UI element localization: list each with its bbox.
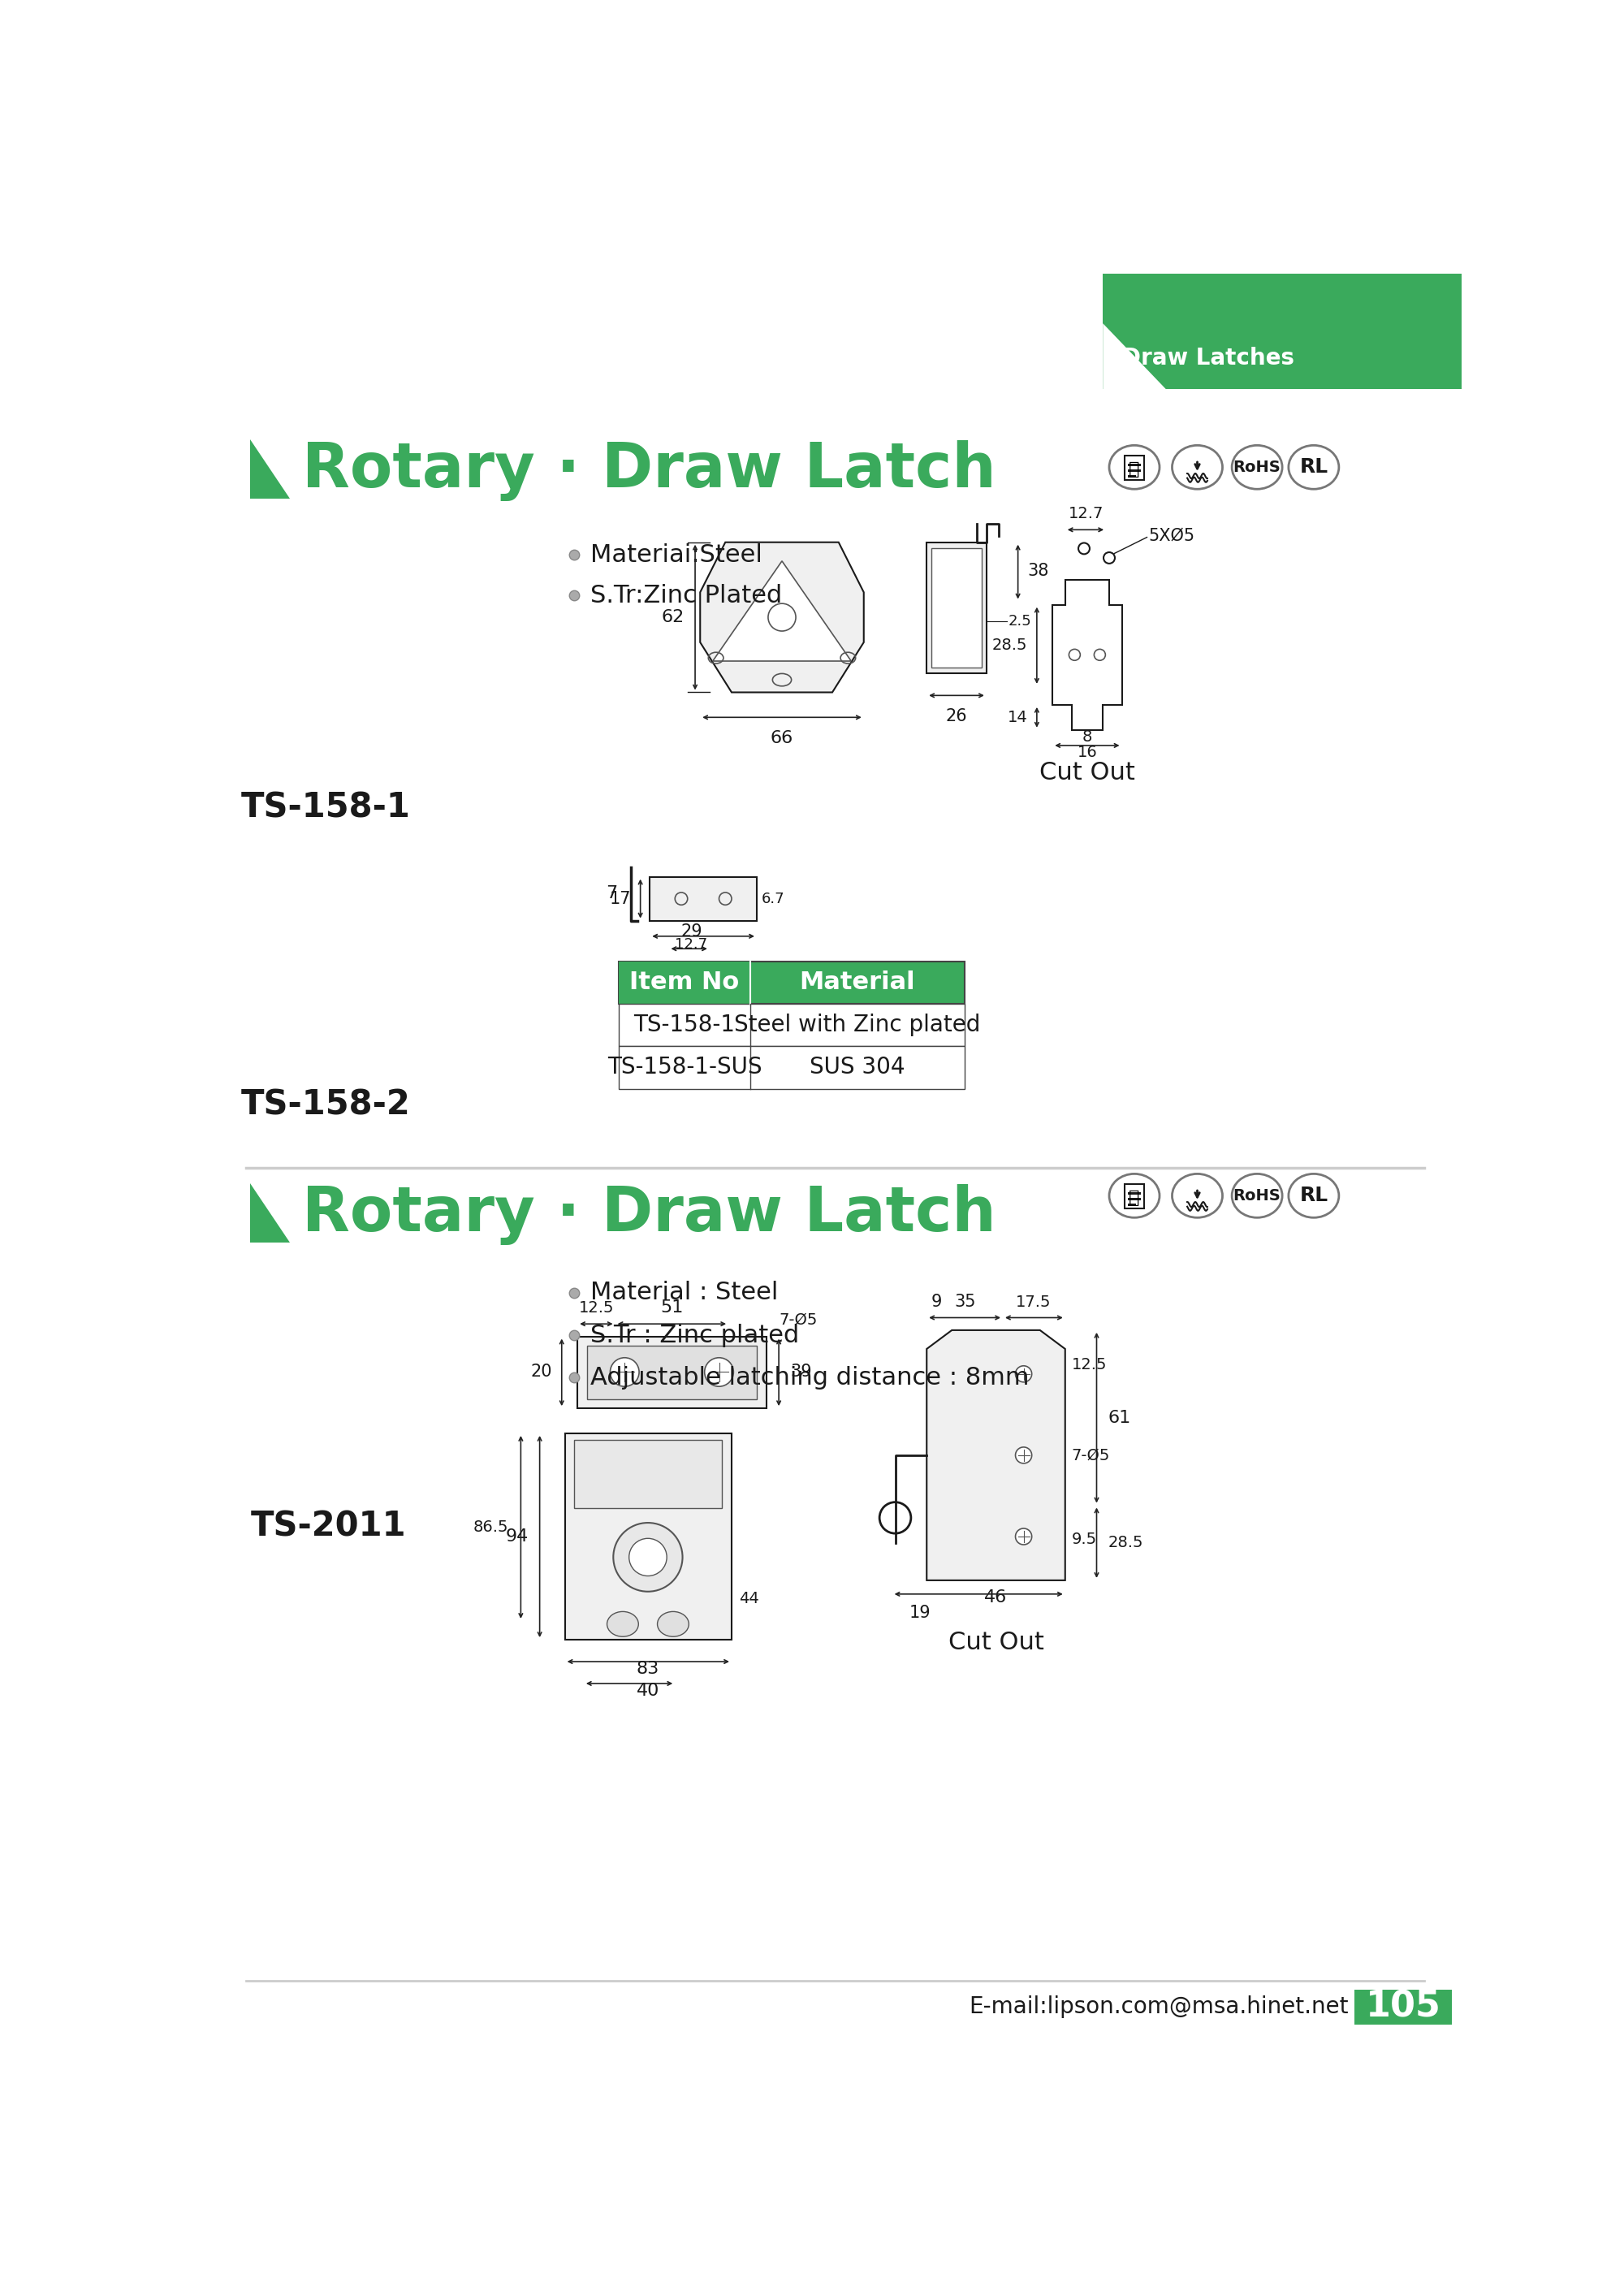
Text: TS-158-2: TS-158-2 (240, 1087, 411, 1121)
Text: TS-158-1: TS-158-1 (240, 790, 411, 825)
Text: Steel with Zinc plated: Steel with Zinc plated (734, 1014, 981, 1036)
Text: TS-158-1-SUS: TS-158-1-SUS (607, 1057, 762, 1080)
Circle shape (705, 1358, 734, 1387)
Polygon shape (700, 542, 864, 693)
Text: 2.5: 2.5 (1009, 613, 1031, 629)
Text: 94: 94 (505, 1529, 528, 1544)
Text: 29: 29 (680, 923, 703, 939)
Text: 46: 46 (984, 1590, 1007, 1606)
Text: 7-Ø5: 7-Ø5 (1072, 1447, 1109, 1462)
Text: 14: 14 (1007, 711, 1028, 724)
Text: Rotary · Draw Latch: Rotary · Draw Latch (302, 440, 997, 501)
Text: 19: 19 (909, 1604, 931, 1622)
Bar (565, 1433, 731, 1640)
Circle shape (614, 1522, 682, 1592)
Bar (619, 1005, 965, 1046)
Circle shape (768, 604, 796, 631)
Text: 28.5: 28.5 (992, 638, 1028, 654)
Polygon shape (927, 1330, 1065, 1581)
Polygon shape (250, 1182, 289, 1242)
Bar (932, 549, 981, 667)
Text: 📄: 📄 (1129, 462, 1140, 478)
Text: 51: 51 (661, 1301, 684, 1317)
Text: 26: 26 (945, 708, 966, 724)
Text: Materiai:Steel: Materiai:Steel (590, 542, 762, 567)
Bar (619, 961, 750, 1005)
Text: 40: 40 (637, 1683, 659, 1699)
Text: 61: 61 (1108, 1410, 1130, 1426)
Bar (650, 877, 757, 920)
Bar (927, 542, 986, 674)
Bar (1124, 456, 1145, 481)
Polygon shape (713, 560, 851, 661)
Text: E-mail:lipson.com@msa.hinet.net: E-mail:lipson.com@msa.hinet.net (968, 1996, 1348, 2018)
Bar (578, 1337, 767, 1408)
Ellipse shape (658, 1611, 689, 1636)
Text: 35: 35 (955, 1294, 976, 1310)
Text: TS-158-1: TS-158-1 (633, 1014, 736, 1036)
Text: 105: 105 (1366, 1989, 1440, 2025)
Text: RoHS: RoHS (1233, 1189, 1281, 1203)
Bar (619, 961, 965, 1005)
Bar (1354, 1991, 1452, 2025)
Text: Draw Latches: Draw Latches (1122, 346, 1294, 369)
Text: 62: 62 (661, 608, 684, 626)
Circle shape (1015, 1529, 1031, 1544)
Text: 17: 17 (609, 891, 630, 907)
Text: 8: 8 (1082, 729, 1093, 745)
Circle shape (611, 1358, 640, 1387)
Text: 5XØ5: 5XØ5 (1148, 528, 1195, 544)
Bar (575, 1440, 723, 1508)
Circle shape (628, 1538, 667, 1576)
Text: 20: 20 (531, 1365, 552, 1380)
Text: 16: 16 (1077, 745, 1098, 761)
Polygon shape (250, 440, 289, 499)
Text: Cut Out: Cut Out (948, 1631, 1044, 1654)
Circle shape (1015, 1367, 1031, 1383)
Text: 9.5: 9.5 (1072, 1531, 1096, 1547)
Text: 12.7: 12.7 (1069, 506, 1104, 522)
Text: S.Tr : Zinc plated: S.Tr : Zinc plated (590, 1324, 799, 1346)
Text: Material : Steel: Material : Steel (590, 1280, 778, 1305)
Text: Material: Material (799, 970, 916, 993)
Text: 7-Ø5: 7-Ø5 (780, 1312, 817, 1328)
Text: 12.5: 12.5 (1072, 1358, 1108, 1371)
Polygon shape (1103, 323, 1166, 390)
Text: 6.7: 6.7 (762, 891, 784, 907)
Circle shape (1015, 1447, 1031, 1462)
Text: 39: 39 (791, 1365, 812, 1380)
Text: Adjustable latching distance : 8mm: Adjustable latching distance : 8mm (590, 1367, 1030, 1390)
Text: 28.5: 28.5 (1108, 1535, 1143, 1551)
Text: 📄: 📄 (1129, 1189, 1140, 1207)
Text: RL: RL (1299, 1187, 1328, 1205)
Bar (1103, 273, 1462, 390)
Text: 7: 7 (606, 886, 617, 902)
Text: Rotary · Draw Latch: Rotary · Draw Latch (302, 1185, 997, 1246)
Text: TS-2011: TS-2011 (252, 1510, 406, 1544)
Bar (1124, 1185, 1145, 1207)
Text: RoHS: RoHS (1233, 460, 1281, 474)
Bar (586, 1346, 757, 1399)
Text: 86.5: 86.5 (473, 1519, 508, 1535)
Text: RL: RL (1299, 458, 1328, 476)
Text: Item No: Item No (630, 970, 739, 993)
Text: 66: 66 (770, 729, 794, 747)
Text: 17.5: 17.5 (1015, 1294, 1051, 1310)
Bar (619, 1046, 965, 1089)
Text: S.Tr:Zinc Plated: S.Tr:Zinc Plated (590, 583, 781, 608)
Text: SUS 304: SUS 304 (810, 1057, 905, 1080)
Text: 9: 9 (931, 1294, 942, 1310)
Ellipse shape (607, 1611, 638, 1636)
Text: 44: 44 (739, 1590, 760, 1606)
Text: 38: 38 (1028, 563, 1049, 579)
Text: Cut Out: Cut Out (1039, 761, 1135, 784)
Text: 83: 83 (637, 1661, 659, 1677)
Text: 12.5: 12.5 (578, 1301, 614, 1317)
Text: 12.7: 12.7 (674, 936, 706, 952)
